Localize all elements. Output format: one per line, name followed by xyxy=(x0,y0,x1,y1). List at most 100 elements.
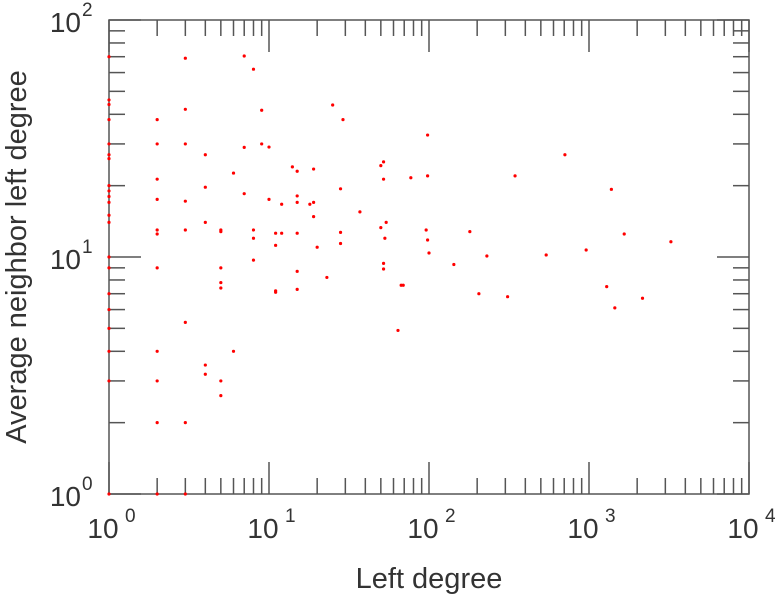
data-point xyxy=(379,226,383,230)
data-point xyxy=(280,231,284,235)
data-point xyxy=(107,200,111,204)
data-point xyxy=(379,164,383,168)
x-tick-label: 10 xyxy=(567,513,598,544)
x-tick-label: 10 xyxy=(87,513,118,544)
data-point xyxy=(107,189,111,193)
data-point xyxy=(260,108,264,112)
x-axis-label: Left degree xyxy=(356,563,503,595)
data-point xyxy=(183,107,187,111)
data-point xyxy=(295,269,299,273)
data-point xyxy=(155,117,159,122)
x-tick-exponent: 2 xyxy=(445,506,456,527)
data-point xyxy=(107,255,111,259)
data-point xyxy=(609,187,613,191)
data-point xyxy=(251,228,256,232)
data-point xyxy=(203,153,207,157)
axis-ticks xyxy=(108,19,750,495)
data-point xyxy=(183,56,187,60)
data-point xyxy=(425,174,430,178)
data-point xyxy=(155,266,159,270)
data-point xyxy=(251,236,256,240)
data-point xyxy=(338,187,343,191)
data-point xyxy=(155,228,159,232)
data-point xyxy=(274,290,278,294)
data-point xyxy=(295,194,299,198)
data-point xyxy=(155,349,159,353)
data-point xyxy=(107,157,111,161)
data-point xyxy=(381,160,386,164)
data-point xyxy=(452,262,456,267)
x-tick-exponent: 0 xyxy=(125,506,136,527)
data-point xyxy=(107,492,111,496)
data-point xyxy=(427,251,431,255)
data-point xyxy=(383,236,387,240)
plot-frame xyxy=(108,19,750,495)
data-point xyxy=(312,200,316,204)
data-point xyxy=(183,421,187,425)
data-point xyxy=(315,245,319,249)
data-point xyxy=(381,261,386,265)
data-point xyxy=(107,153,111,157)
y-tick-label: 10 xyxy=(50,7,81,38)
data-points xyxy=(107,54,673,496)
data-point xyxy=(219,379,223,383)
data-point xyxy=(396,328,400,333)
data-point xyxy=(331,103,335,107)
data-point xyxy=(219,286,223,290)
data-point xyxy=(107,98,111,102)
data-point xyxy=(381,177,386,181)
data-point xyxy=(338,241,343,246)
data-point xyxy=(513,174,517,178)
y-tick-exponent: 0 xyxy=(82,474,93,495)
data-point xyxy=(107,117,111,122)
data-point xyxy=(312,167,316,171)
data-point xyxy=(312,215,316,219)
data-point xyxy=(290,165,294,169)
data-point xyxy=(155,232,159,236)
data-point xyxy=(295,287,299,291)
x-tick-label: 10 xyxy=(247,513,278,544)
data-point xyxy=(107,142,111,146)
data-point xyxy=(107,292,111,296)
data-point xyxy=(219,394,223,398)
data-point xyxy=(107,213,111,217)
data-point xyxy=(107,184,111,188)
data-point xyxy=(381,267,386,271)
data-point xyxy=(325,275,329,280)
data-point xyxy=(409,176,413,180)
data-point xyxy=(605,285,609,289)
data-point xyxy=(274,243,278,247)
data-point xyxy=(251,67,256,71)
data-point xyxy=(280,202,284,206)
data-point xyxy=(622,232,626,236)
data-point xyxy=(425,238,430,242)
data-point xyxy=(155,421,159,425)
data-point xyxy=(203,185,207,189)
data-point xyxy=(358,210,362,214)
y-tick-label: 10 xyxy=(50,481,81,512)
data-point xyxy=(401,283,405,287)
data-point xyxy=(219,229,223,234)
data-point xyxy=(584,248,588,252)
y-axis-label: Average neighbor left degree xyxy=(1,70,33,444)
x-tick-exponent: 4 xyxy=(765,506,776,527)
data-point xyxy=(155,177,159,181)
data-point xyxy=(183,199,187,203)
data-point xyxy=(183,142,187,146)
data-point xyxy=(183,228,187,232)
data-point xyxy=(107,307,111,312)
data-point xyxy=(424,228,428,232)
x-tick-labels: 10 0 10 1 10 2 10 3 10 4 xyxy=(87,506,776,544)
data-point xyxy=(183,492,187,496)
x-tick-label: 10 xyxy=(727,513,758,544)
data-point xyxy=(242,192,246,196)
data-point xyxy=(107,102,111,107)
data-point xyxy=(155,197,159,201)
data-point xyxy=(544,253,548,257)
data-point xyxy=(231,171,236,175)
data-point xyxy=(219,266,223,270)
x-tick-label: 10 xyxy=(407,513,438,544)
y-tick-label: 10 xyxy=(50,244,81,275)
